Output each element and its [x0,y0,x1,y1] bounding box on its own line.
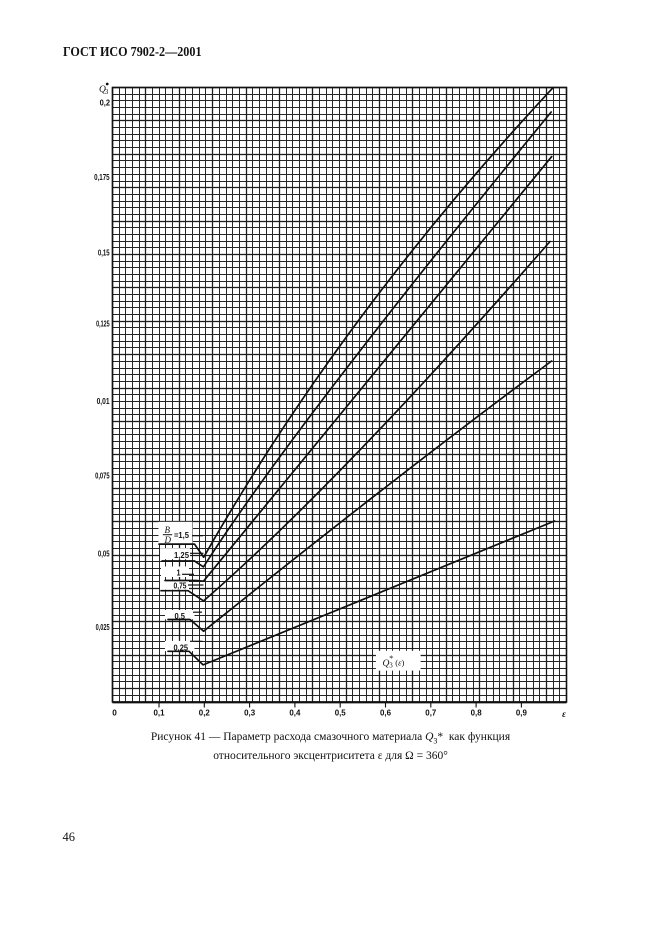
svg-text:0,1: 0,1 [154,709,165,718]
svg-text:0,15: 0,15 [98,247,110,257]
svg-text:0,01: 0,01 [97,396,110,406]
svg-text:1: 1 [177,568,181,577]
svg-text:0,3: 0,3 [244,709,255,718]
svg-text:(ε): (ε) [395,658,404,668]
svg-text:=1,5: =1,5 [174,531,189,540]
svg-text:0,7: 0,7 [425,709,436,718]
svg-text:D: D [164,535,172,545]
svg-text:0,6: 0,6 [380,709,391,718]
svg-text:0,175: 0,175 [94,172,110,182]
svg-text:0,075: 0,075 [95,470,110,480]
svg-text:0,8: 0,8 [471,709,482,718]
svg-text:ε: ε [562,709,566,719]
svg-text:Q: Q [383,659,390,669]
svg-text:3: 3 [105,88,109,96]
svg-text:0,5: 0,5 [335,709,346,718]
svg-text:1,25: 1,25 [174,551,189,560]
svg-text:0,5: 0,5 [175,612,186,621]
svg-text:Q: Q [99,85,106,95]
svg-text:0,05: 0,05 [98,548,110,558]
svg-text:B: B [165,525,171,535]
svg-text:*: * [389,654,393,663]
svg-text:0,025: 0,025 [96,622,110,632]
svg-text:0,75: 0,75 [174,582,187,591]
svg-text:0: 0 [112,709,117,718]
svg-text:0,9: 0,9 [516,709,527,718]
svg-text:0,125: 0,125 [96,319,110,329]
svg-text:3: 3 [389,662,393,670]
svg-text:0,25: 0,25 [174,644,189,653]
svg-text:0,2: 0,2 [100,97,111,107]
svg-text:0,2: 0,2 [199,709,210,718]
svg-text:0,4: 0,4 [289,709,300,718]
